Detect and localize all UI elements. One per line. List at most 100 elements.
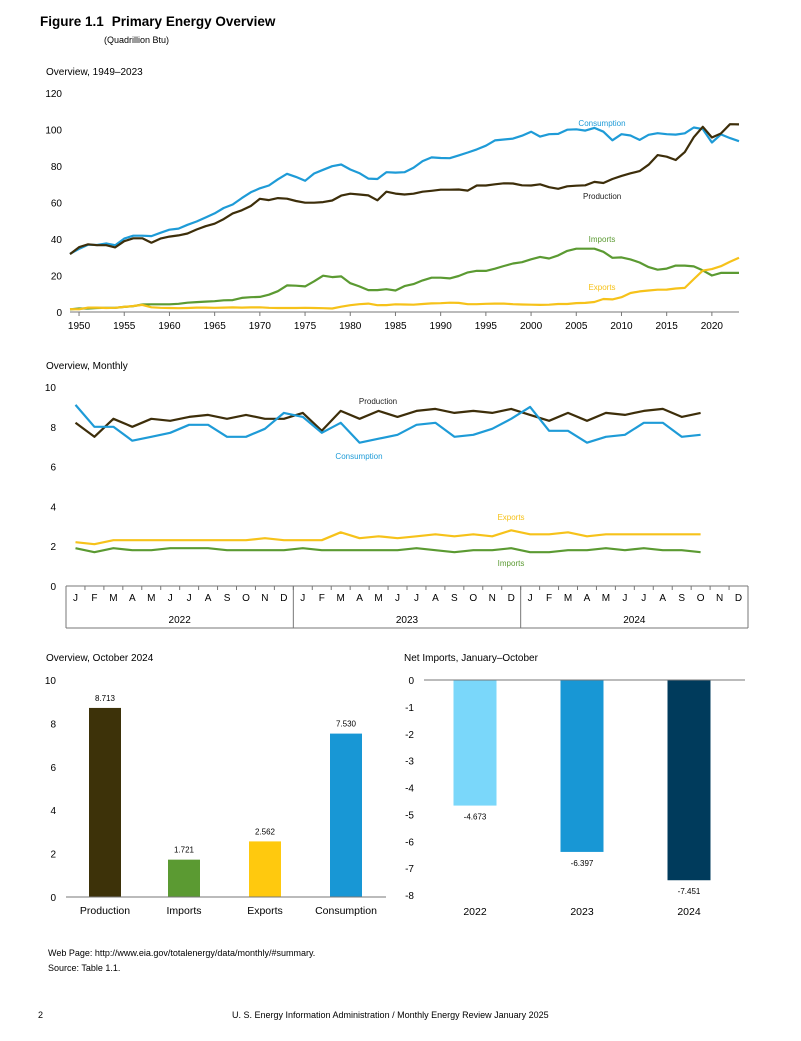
october-y-tick-label: 2 <box>50 850 56 861</box>
monthly-year-label: 2024 <box>623 615 646 626</box>
net-imports-bar <box>560 680 604 852</box>
annual-chart-title: Overview, 1949–2023 <box>46 67 143 78</box>
monthly-y-tick-label: 4 <box>50 502 56 513</box>
annual-y-tick-label: 80 <box>51 162 63 173</box>
net-imports-category-label: 2022 <box>463 906 487 918</box>
annual-x-tick-label: 1960 <box>158 321 181 332</box>
october-bar <box>89 707 121 897</box>
monthly-month-label: A <box>205 593 212 604</box>
monthly-month-label: O <box>469 593 477 604</box>
annual-x-tick-label: 2000 <box>520 321 543 332</box>
monthly-month-label: M <box>602 593 610 604</box>
annual-consumption-line <box>69 126 740 255</box>
annual-exports-label: Exports <box>588 283 615 292</box>
net-imports-value-label: -4.673 <box>464 813 487 822</box>
figure-units: (Quadrillion Btu) <box>104 35 170 45</box>
october-category-label: Consumption <box>315 905 377 917</box>
monthly-month-label: S <box>224 593 231 604</box>
figure-title-text: Primary Energy Overview <box>111 14 276 29</box>
web-page-note: Web Page: http://www.eia.gov/totalenergy… <box>48 948 316 958</box>
annual-exports-line <box>69 256 740 311</box>
net-imports-y-tick-label: -8 <box>405 891 414 902</box>
annual-x-tick-label: 1985 <box>384 321 407 332</box>
monthly-exports-line <box>75 529 701 546</box>
annual-imports-line <box>69 247 740 311</box>
annual-x-tick-label: 2020 <box>701 321 724 332</box>
figure-title: Figure 1.1 Primary Energy Overview <box>40 14 275 29</box>
monthly-month-label: M <box>109 593 117 604</box>
monthly-month-label: M <box>374 593 382 604</box>
monthly-y-tick-label: 10 <box>45 383 57 394</box>
annual-y-tick-label: 20 <box>51 272 63 283</box>
net-imports-y-tick-label: -1 <box>405 703 414 714</box>
monthly-month-label: F <box>91 593 97 604</box>
monthly-month-label: N <box>489 593 496 604</box>
october-value-label: 1.721 <box>174 846 195 855</box>
monthly-month-label: M <box>564 593 572 604</box>
net-imports-y-tick-label: -7 <box>405 864 414 875</box>
annual-x-tick-label: 1995 <box>475 321 498 332</box>
monthly-y-tick-label: 6 <box>50 463 56 474</box>
october-value-label: 2.562 <box>255 827 276 836</box>
annual-x-tick-label: 1975 <box>294 321 317 332</box>
monthly-y-tick-label: 2 <box>50 542 56 553</box>
annual-production-label: Production <box>583 192 621 201</box>
october-value-label: 7.530 <box>336 720 357 729</box>
october-bar <box>330 733 362 897</box>
monthly-month-label: J <box>395 593 400 604</box>
page-number: 2 <box>38 1010 44 1020</box>
monthly-consumption-line <box>74 404 701 444</box>
monthly-imports-label: Imports <box>498 559 525 568</box>
october-bar <box>249 841 281 897</box>
monthly-month-label: J <box>528 593 533 604</box>
monthly-production-line <box>74 407 701 438</box>
monthly-month-label: A <box>356 593 363 604</box>
net-imports-chart-title: Net Imports, January–October <box>404 653 538 664</box>
monthly-month-label: M <box>337 593 345 604</box>
monthly-month-label: M <box>147 593 155 604</box>
net-imports-category-label: 2023 <box>570 906 594 918</box>
net-imports-y-tick-label: -2 <box>405 730 414 741</box>
monthly-month-label: J <box>300 593 305 604</box>
october-y-tick-label: 8 <box>50 719 56 730</box>
monthly-month-label: D <box>280 593 287 604</box>
monthly-imports-line <box>75 547 701 554</box>
october-category-label: Exports <box>247 905 283 917</box>
october-y-tick-label: 4 <box>50 806 56 817</box>
monthly-month-label: N <box>261 593 268 604</box>
monthly-month-label: F <box>546 593 552 604</box>
net-imports-category-label: 2024 <box>677 906 701 918</box>
monthly-production-label: Production <box>359 397 397 406</box>
net-imports-bar <box>453 680 497 806</box>
source-note: Source: Table 1.1. <box>48 963 121 973</box>
net-imports-y-tick-label: -6 <box>405 837 414 848</box>
october-chart-title: Overview, October 2024 <box>46 653 154 664</box>
monthly-month-label: J <box>187 593 192 604</box>
monthly-month-label: N <box>716 593 723 604</box>
annual-y-tick-label: 0 <box>56 308 62 319</box>
monthly-y-tick-label: 0 <box>50 582 56 593</box>
annual-imports-label: Imports <box>589 235 616 244</box>
monthly-month-label: A <box>584 593 591 604</box>
october-bar <box>168 859 200 897</box>
net-imports-y-tick-label: -4 <box>405 784 414 795</box>
october-y-tick-label: 10 <box>45 676 57 687</box>
running-title: U. S. Energy Information Administration … <box>232 1010 549 1020</box>
monthly-month-label: D <box>735 593 742 604</box>
monthly-month-label: A <box>659 593 666 604</box>
annual-y-tick-label: 120 <box>45 89 62 100</box>
net-imports-y-tick-label: -3 <box>405 757 414 768</box>
annual-x-tick-label: 2015 <box>656 321 679 332</box>
monthly-consumption-label: Consumption <box>335 452 382 461</box>
monthly-month-label: S <box>678 593 685 604</box>
annual-x-tick-label: 1990 <box>430 321 453 332</box>
monthly-month-label: D <box>508 593 515 604</box>
annual-x-tick-label: 2010 <box>610 321 633 332</box>
figure-number: Figure 1.1 <box>40 14 104 29</box>
monthly-month-label: J <box>641 593 646 604</box>
annual-x-tick-label: 1980 <box>339 321 362 332</box>
monthly-year-label: 2023 <box>396 615 419 626</box>
monthly-month-label: A <box>129 593 136 604</box>
net-imports-value-label: -7.451 <box>678 887 701 896</box>
monthly-y-tick-label: 8 <box>50 423 56 434</box>
